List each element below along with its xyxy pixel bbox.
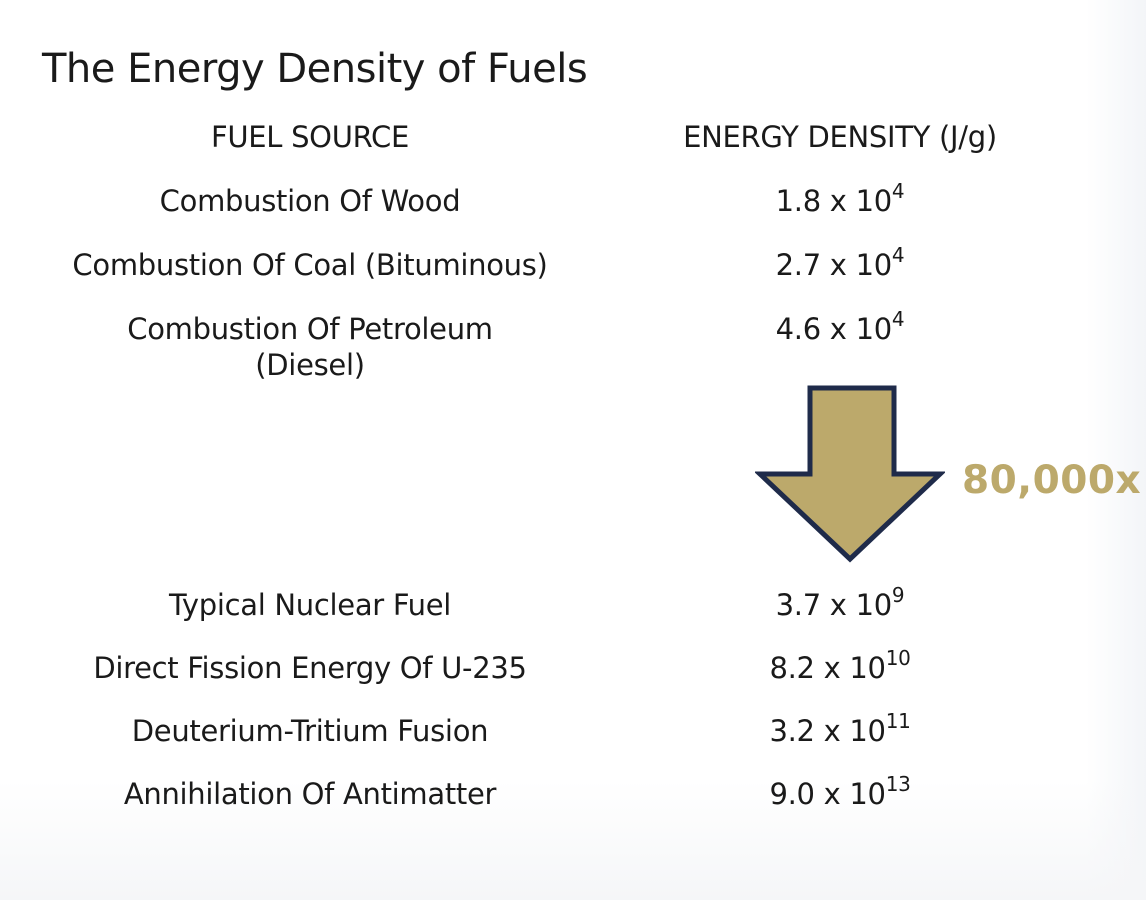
background-wash-bottom xyxy=(0,780,1146,900)
energy-exponent: 11 xyxy=(885,709,911,734)
fuel-source-coal: Combustion Of Coal (Bituminous) xyxy=(72,248,548,282)
energy-exponent: 10 xyxy=(885,646,911,671)
fuel-source-petroleum: Combustion Of Petroleum (Diesel) xyxy=(40,311,580,383)
energy-mantissa: 8.2 x 10 xyxy=(769,651,886,685)
energy-density-petroleum: 4.6 x 104 xyxy=(640,309,1040,347)
energy-exponent: 4 xyxy=(891,307,905,332)
page-title: The Energy Density of Fuels xyxy=(42,46,588,92)
down-arrow-icon xyxy=(755,385,945,563)
fuel-source-wood: Combustion Of Wood xyxy=(159,184,461,218)
energy-exponent: 9 xyxy=(891,583,905,608)
fuel-source-nuclear: Typical Nuclear Fuel xyxy=(168,588,452,622)
energy-mantissa: 3.2 x 10 xyxy=(769,714,886,748)
energy-density-wood: 1.8 x 104 xyxy=(640,181,1040,219)
energy-mantissa: 1.8 x 10 xyxy=(775,184,893,218)
energy-density-fusion: 3.2 x 1011 xyxy=(640,711,1040,749)
energy-mantissa: 4.6 x 10 xyxy=(775,312,893,346)
energy-mantissa: 3.7 x 10 xyxy=(775,588,893,622)
energy-exponent: 4 xyxy=(891,179,905,204)
fuel-source-fission: Direct Fission Energy Of U-235 xyxy=(93,651,527,685)
fuel-source-line-2: (Diesel) xyxy=(255,348,365,382)
energy-density-coal: 2.7 x 104 xyxy=(640,245,1040,283)
energy-exponent: 4 xyxy=(891,243,905,268)
fuel-source-fusion: Deuterium-Tritium Fusion xyxy=(131,714,489,748)
energy-mantissa: 2.7 x 10 xyxy=(775,248,893,282)
fuel-source-antimatter: Annihilation Of Antimatter xyxy=(123,777,497,811)
header-energy-density: ENERGY DENSITY (J/g) xyxy=(683,120,997,154)
energy-density-fission: 8.2 x 1010 xyxy=(640,648,1040,686)
energy-density-antimatter: 9.0 x 1013 xyxy=(640,774,1040,812)
multiplier-label: 80,000x xyxy=(962,458,1142,503)
energy-exponent: 13 xyxy=(885,772,911,797)
energy-mantissa: 9.0 x 10 xyxy=(769,777,886,811)
fuel-source-line-1: Combustion Of Petroleum xyxy=(127,312,493,346)
background-wash-right xyxy=(1086,0,1146,900)
header-fuel-source: FUEL SOURCE xyxy=(210,120,410,154)
energy-density-nuclear: 3.7 x 109 xyxy=(640,585,1040,623)
